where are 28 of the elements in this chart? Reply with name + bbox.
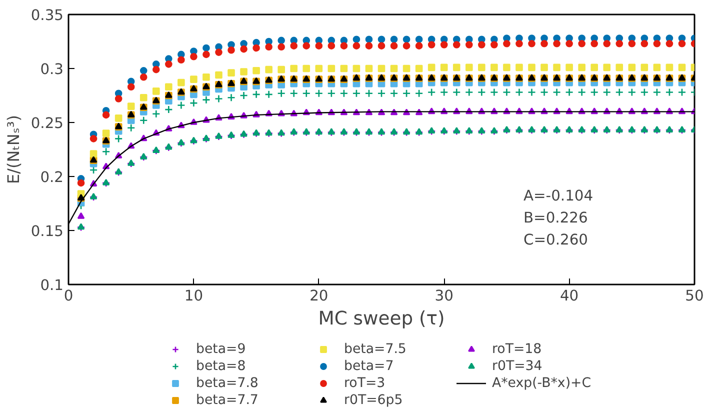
y-tick-label: 0.15 [30, 223, 64, 240]
x-tick-label: 40 [560, 288, 579, 304]
y-tick-label: 0.35 [30, 7, 64, 24]
x-tick-label: 10 [184, 288, 204, 304]
legend-label: roT=18 [492, 342, 543, 356]
legend-label: beta=7.5 [344, 342, 408, 356]
legend-label: roT=3 [344, 376, 386, 390]
legend-label: beta=8 [196, 358, 247, 374]
annotation: B=0.226 [524, 210, 588, 226]
legend-label: beta=7.7 [196, 392, 260, 408]
legend-label: beta=7 [344, 358, 395, 374]
x-tick-label: 0 [64, 288, 74, 304]
legend-label: beta=7.8 [196, 376, 260, 390]
legend-label: r0T=34 [492, 358, 544, 374]
y-tick-label: 0.2 [40, 169, 64, 186]
y-tick-label: 0.3 [40, 61, 64, 78]
legend-label: r0T=6p5 [344, 392, 404, 408]
legend-label: beta=9 [196, 342, 247, 356]
annotation: C=0.260 [524, 232, 588, 248]
x-tick-label: 20 [310, 288, 328, 304]
annotation: A=-0.104 [524, 188, 594, 204]
x-tick-label: 30 [434, 288, 454, 304]
legend-label: A*exp(-B*x)+C [492, 376, 592, 390]
y-axis-title: E/(NₜNₛ³) [4, 114, 23, 184]
x-axis-title: MC sweep (τ) [318, 308, 445, 330]
y-tick-label: 0.25 [30, 115, 64, 132]
y-tick-label: 0.1 [40, 277, 64, 294]
x-tick-label: 50 [685, 288, 704, 304]
